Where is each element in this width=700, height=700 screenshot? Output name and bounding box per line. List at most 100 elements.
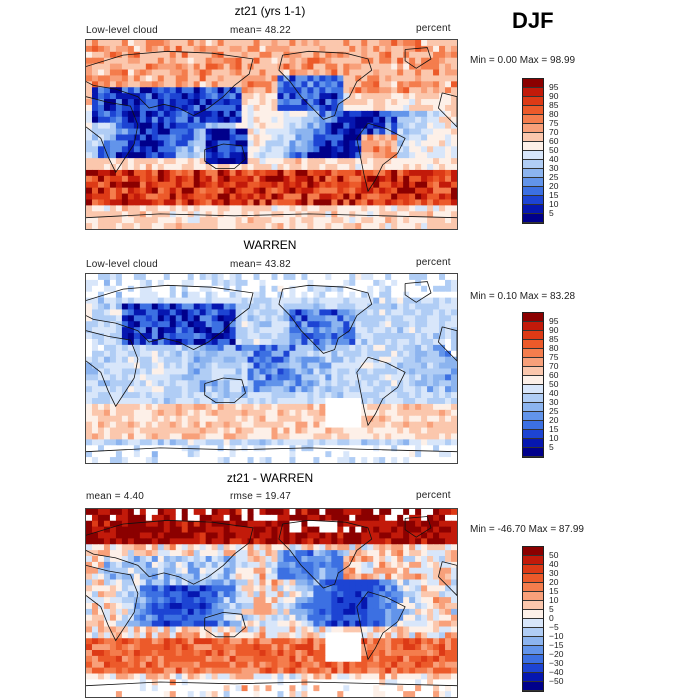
colorbar-swatch bbox=[523, 214, 543, 223]
colorbar-swatch bbox=[523, 88, 543, 97]
map-obs bbox=[85, 273, 458, 464]
colorbar-swatch bbox=[523, 619, 543, 628]
coastlines bbox=[86, 516, 457, 687]
colorbar-tick-label: 80 bbox=[549, 343, 559, 353]
colorbar-tick-label: 85 bbox=[549, 100, 559, 110]
colorbar-tick-label: 10 bbox=[549, 595, 559, 605]
colorbar-swatch bbox=[523, 601, 543, 610]
colorbar-swatch bbox=[523, 655, 543, 664]
colorbar-swatch bbox=[523, 556, 543, 565]
map-field bbox=[86, 40, 457, 229]
colorbar-swatch bbox=[523, 646, 543, 655]
colorbar-swatch bbox=[523, 331, 543, 340]
colorbar-tick-label: 70 bbox=[549, 127, 559, 137]
colorbar-swatch bbox=[523, 574, 543, 583]
colorbar-tick-label: 15 bbox=[549, 424, 559, 434]
colorbar-swatch bbox=[523, 151, 543, 160]
colorbar-tick-label: 5 bbox=[549, 442, 554, 452]
colorbar-swatch bbox=[523, 583, 543, 592]
colorbar-swatch bbox=[523, 115, 543, 124]
panel-title: zt21 (yrs 1-1) bbox=[234, 4, 306, 18]
colorbar-swatch bbox=[523, 196, 543, 205]
colorbar-swatch bbox=[523, 385, 543, 394]
colorbar-swatch bbox=[523, 169, 543, 178]
panel-title: WARREN bbox=[243, 238, 297, 252]
colorbar-tick-label: −15 bbox=[549, 640, 564, 650]
colorbar-swatch bbox=[523, 178, 543, 187]
colorbar-tick-label: 5 bbox=[549, 604, 554, 614]
colorbar-tick-label: 20 bbox=[549, 577, 559, 587]
colorbar-tick-label: 10 bbox=[549, 433, 559, 443]
units-label: percent bbox=[416, 257, 451, 268]
colorbar-swatch bbox=[523, 124, 543, 133]
colorbar-swatch bbox=[523, 205, 543, 214]
colorbar-swatch bbox=[523, 673, 543, 682]
colorbar-swatch bbox=[523, 313, 543, 322]
variable-label: Low-level cloud bbox=[86, 259, 158, 270]
map-diff bbox=[85, 508, 458, 698]
coastlines bbox=[86, 47, 457, 219]
colorbar-swatch bbox=[523, 79, 543, 88]
colorbar-tick-label: 70 bbox=[549, 361, 559, 371]
colorbar-swatch bbox=[523, 664, 543, 673]
colorbar-tick-label: −40 bbox=[549, 667, 564, 677]
colorbar-tick-label: 90 bbox=[549, 91, 559, 101]
colorbar-swatch bbox=[523, 628, 543, 637]
colorbar-tick-label: 50 bbox=[549, 550, 559, 560]
colorbar-swatch bbox=[523, 421, 543, 430]
colorbar-tick-label: 5 bbox=[549, 208, 554, 218]
colorbar-tick-label: 50 bbox=[549, 145, 559, 155]
colorbar-swatch bbox=[523, 637, 543, 646]
colorbar-swatch bbox=[523, 403, 543, 412]
min-max-label: Min = 0.10 Max = 83.28 bbox=[470, 291, 576, 302]
colorbar-tick-label: 50 bbox=[549, 379, 559, 389]
colorbar-swatch bbox=[523, 448, 543, 457]
colorbar-swatch bbox=[523, 160, 543, 169]
colorbar-swatch bbox=[523, 142, 543, 151]
colorbar-swatch bbox=[523, 187, 543, 196]
colorbar-tick-label: −10 bbox=[549, 631, 564, 641]
colorbar-swatch bbox=[523, 682, 543, 691]
colorbar-swatch bbox=[523, 97, 543, 106]
colorbar-swatch bbox=[523, 322, 543, 331]
colorbar-tick-label: 95 bbox=[549, 316, 559, 326]
season-label: DJF bbox=[512, 8, 554, 33]
colorbar-tick-label: 20 bbox=[549, 415, 559, 425]
colorbar-swatch bbox=[523, 367, 543, 376]
colorbar-tick-label: 25 bbox=[549, 172, 559, 182]
min-max-label: Min = 0.00 Max = 98.99 bbox=[470, 55, 576, 66]
map-model bbox=[85, 39, 458, 230]
colorbar-tick-label: 75 bbox=[549, 118, 559, 128]
colorbar-swatch bbox=[523, 610, 543, 619]
colorbar-tick-label: −20 bbox=[549, 649, 564, 659]
colorbar-swatch bbox=[523, 547, 543, 556]
colorbar-swatch bbox=[523, 565, 543, 574]
colorbar-swatch bbox=[523, 592, 543, 601]
colorbar-tick-label: 30 bbox=[549, 163, 559, 173]
mean-label: mean = 4.40 bbox=[86, 491, 145, 502]
colorbar-swatch bbox=[523, 340, 543, 349]
colorbar bbox=[522, 78, 544, 224]
coastlines bbox=[86, 281, 457, 453]
colorbar-tick-label: 20 bbox=[549, 181, 559, 191]
colorbar-swatch bbox=[523, 412, 543, 421]
colorbar-swatch bbox=[523, 394, 543, 403]
colorbar bbox=[522, 312, 544, 458]
mean-label: mean= 48.22 bbox=[230, 25, 291, 36]
colorbar-swatch bbox=[523, 133, 543, 142]
rmse-label: rmse = 19.47 bbox=[230, 491, 292, 502]
mean-label: mean= 43.82 bbox=[230, 259, 291, 270]
units-label: percent bbox=[416, 490, 451, 501]
colorbar-tick-label: 10 bbox=[549, 199, 559, 209]
colorbar-tick-label: 60 bbox=[549, 370, 559, 380]
colorbar-swatch bbox=[523, 376, 543, 385]
colorbar-tick-label: 40 bbox=[549, 154, 559, 164]
colorbar-tick-label: 95 bbox=[549, 82, 559, 92]
variable-label: Low-level cloud bbox=[86, 25, 158, 36]
colorbar-tick-label: 80 bbox=[549, 109, 559, 119]
colorbar-tick-label: −30 bbox=[549, 658, 564, 668]
colorbar-tick-label: 30 bbox=[549, 397, 559, 407]
colorbar-tick-label: 75 bbox=[549, 352, 559, 362]
colorbar-swatch bbox=[523, 106, 543, 115]
colorbar-tick-label: 85 bbox=[549, 334, 559, 344]
